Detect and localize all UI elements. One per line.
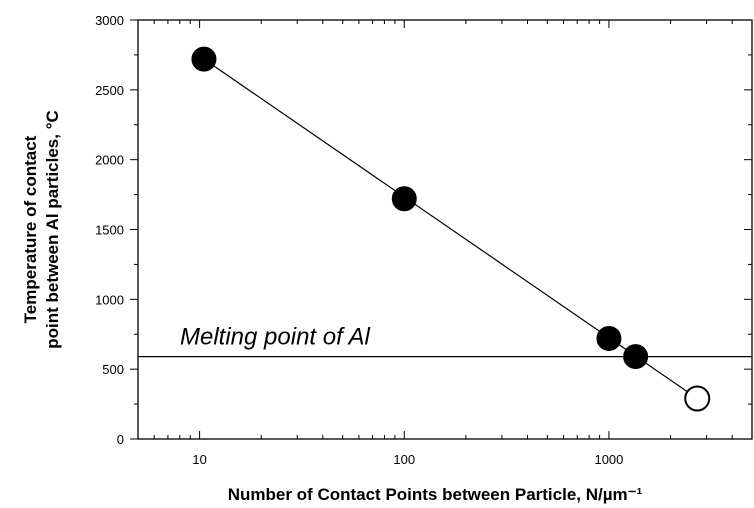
x-tick-label: 10 [192, 452, 206, 467]
plot-frame [137, 19, 753, 440]
filled-data-point [191, 46, 217, 72]
filled-data-point [391, 186, 417, 212]
y-tick-label: 500 [102, 362, 124, 377]
y-tick-label: 2500 [95, 83, 124, 98]
plot-border [137, 19, 753, 440]
open-data-point [684, 385, 711, 412]
y-axis-title-line1: Temperature of contact [21, 135, 40, 323]
x-axis-title: Number of Contact Points between Particl… [228, 485, 643, 504]
y-axis-title-line2: point between Al particles, °C [43, 110, 62, 349]
y-tick-label: 3000 [95, 13, 124, 28]
y-tick-label: 1500 [95, 223, 124, 238]
x-axis-ticks: 10 100 1000 [137, 20, 753, 467]
melting-point-label: Melting point of Al [180, 324, 371, 351]
filled-data-point [623, 344, 649, 370]
y-axis-ticks: 0 500 1000 1500 2000 2500 3000 [95, 13, 752, 447]
x-tick-label: 1000 [594, 452, 623, 467]
y-tick-label: 2000 [95, 153, 124, 168]
data-points [191, 46, 711, 412]
x-tick-label: 100 [393, 452, 415, 467]
filled-data-point [596, 325, 622, 351]
y-tick-label: 0 [117, 432, 124, 447]
y-tick-label: 1000 [95, 292, 124, 307]
